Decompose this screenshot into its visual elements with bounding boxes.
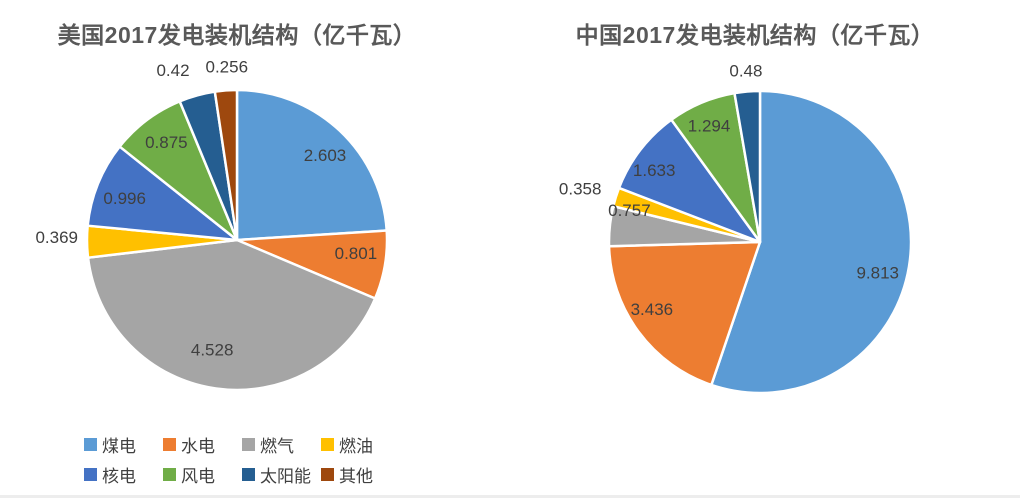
data-label-wind: 0.875 (145, 133, 188, 152)
legend-swatch-gas (242, 437, 255, 451)
legend-item-oil: 燃油 (321, 433, 400, 456)
legend-item-nuclear: 核电 (84, 463, 163, 486)
data-label-other: 0.48 (729, 61, 762, 80)
pie-slice-hydro (607, 240, 762, 387)
data-label-other: 0.256 (206, 57, 249, 76)
legend-swatch-hydro (163, 437, 176, 451)
data-label-oil: 0.369 (35, 228, 78, 247)
legend-label-wind: 风电 (181, 466, 215, 486)
legend-swatch-wind (163, 467, 176, 481)
data-label-gas: 0.757 (608, 201, 651, 220)
legend-label-solar: 太阳能 (260, 466, 311, 486)
legend-item-coal: 煤电 (84, 433, 163, 456)
legend-label-nuclear: 核电 (102, 466, 136, 486)
legend-swatch-solar (242, 467, 255, 481)
chart-title-us: 美国2017发电装机结构（亿千瓦） (57, 22, 417, 48)
pie-slice-coal (710, 89, 913, 395)
chart-china-2017: 中国2017发电装机结构（亿千瓦） 9.813 3.436 0.757 0.358 1.… (510, 0, 1020, 498)
pie-slice-other (213, 88, 239, 242)
data-label-nuclear: 0.358 (559, 179, 602, 198)
data-label-coal: 9.813 (856, 263, 899, 282)
legend-swatch-coal (84, 437, 97, 451)
legend-label-other: 其他 (339, 466, 373, 486)
legend-swatch-other (321, 467, 334, 481)
pie-chart-china: 9.813 3.436 0.757 0.358 1.633 1.294 0.48 (559, 61, 913, 395)
data-label-hydro: 0.801 (335, 244, 378, 263)
pie-chart-us: 2.603 0.801 4.528 0.369 0.996 0.875 0.42 0.256 (35, 57, 389, 392)
data-label-wind: 1.633 (633, 161, 676, 180)
pie-slice-gas (86, 238, 377, 392)
legend-item-solar: 太阳能 (242, 463, 321, 486)
pie-slice-coal (235, 88, 388, 242)
bottom-edge-line (0, 495, 1020, 498)
legend-swatch-nuclear (84, 467, 97, 481)
pie-slice-wind (617, 118, 762, 244)
legend-item-gas: 燃气 (242, 433, 321, 456)
legend-label-coal: 煤电 (102, 436, 136, 456)
data-label-hydro: 3.436 (631, 300, 674, 319)
legend-item-hydro: 水电 (163, 433, 242, 456)
chart-us-2017: 美国2017发电装机结构（亿千瓦） 2.603 0.801 4.528 0.369 0.… (35, 22, 418, 486)
pie-slice-nuclear (86, 145, 239, 242)
legend-label-hydro: 水电 (181, 436, 215, 456)
chart-title-china: 中国2017发电装机结构（亿千瓦） (575, 22, 935, 48)
legend-item-other: 其他 (321, 463, 400, 486)
data-label-nuclear: 0.996 (103, 189, 146, 208)
legend-swatch-oil (321, 437, 334, 451)
legend-label-oil: 燃油 (339, 436, 373, 456)
data-label-solar: 1.294 (688, 117, 731, 136)
data-label-coal: 2.603 (304, 146, 347, 165)
legend-us: 煤电 水电 燃气 燃油核电 风电 太阳能 其他 (84, 433, 418, 486)
legend-item-wind: 风电 (163, 463, 242, 486)
pie-slice-other (733, 89, 762, 244)
legend-label-gas: 燃气 (260, 436, 294, 456)
data-label-gas: 4.528 (191, 340, 234, 359)
data-label-solar: 0.42 (156, 61, 189, 80)
